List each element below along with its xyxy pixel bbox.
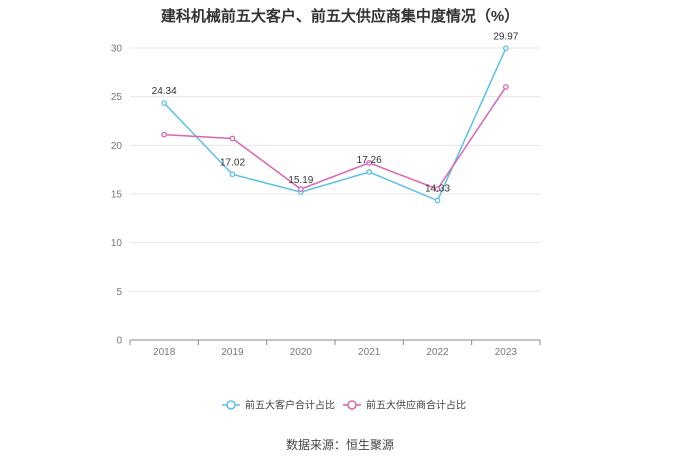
y-tick-label: 20 — [111, 141, 123, 152]
series-1-point — [229, 171, 236, 178]
series-1-point — [161, 100, 168, 106]
series-1-point — [502, 45, 509, 52]
series-2-point — [434, 186, 441, 192]
series-2-point — [297, 186, 304, 192]
x-tick-label: 2020 — [290, 347, 313, 358]
data-labels: 24.34 17.02 15.19 17.26 14.33 29.97 — [152, 31, 519, 194]
series-group — [161, 45, 509, 204]
y-tick-label: 5 — [116, 287, 122, 298]
x-tick-label: 2023 — [495, 347, 518, 358]
chart-title: 建科机械前五大客户、前五大供应商集中度情况（%） — [160, 8, 520, 25]
series-2-point — [229, 135, 236, 142]
x-tick-label: 2022 — [426, 347, 449, 358]
series-1-point — [366, 169, 373, 175]
series-line-1 — [163, 47, 507, 202]
legend-marker — [347, 400, 357, 410]
legend-item-2[interactable]: 前五大供应商合计占比 — [343, 399, 466, 412]
series-line-2 — [164, 86, 507, 191]
data-label: 17.26 — [357, 155, 382, 166]
grid-lines — [130, 47, 540, 292]
series-2-point — [161, 131, 168, 138]
series-2-point — [366, 160, 373, 166]
data-source: 数据来源：恒生聚源 — [285, 438, 394, 452]
legend-label: 前五大供应商合计占比 — [366, 399, 466, 412]
y-tick-label: 30 — [111, 44, 123, 55]
y-tick-label: 10 — [111, 238, 123, 249]
data-label: 15.19 — [288, 175, 313, 186]
data-label: 24.34 — [152, 86, 177, 97]
x-tick-label: 2021 — [358, 347, 381, 358]
y-tick-label: 15 — [111, 190, 123, 201]
y-tick-label: 0 — [116, 336, 122, 347]
legend-label: 前五大客户合计占比 — [245, 399, 335, 412]
y-tick-label: 25 — [111, 92, 123, 103]
legend[interactable]: 前五大客户合计占比 前五大供应商合计占比 — [222, 399, 466, 412]
data-label: 17.02 — [220, 157, 245, 168]
legend-item-1[interactable]: 前五大客户合计占比 — [222, 399, 335, 412]
data-label: 29.97 — [493, 31, 518, 42]
series-2-point — [502, 84, 509, 90]
legend-marker — [226, 400, 236, 410]
x-tick-label: 2018 — [153, 347, 176, 358]
series-1-point — [434, 197, 441, 204]
data-label: 14.33 — [425, 184, 450, 195]
x-tick-label: 2019 — [221, 347, 244, 358]
axes: 0 5 10 15 20 25 30 2018 2019 2020 2021 2022 2023 — [111, 44, 541, 358]
